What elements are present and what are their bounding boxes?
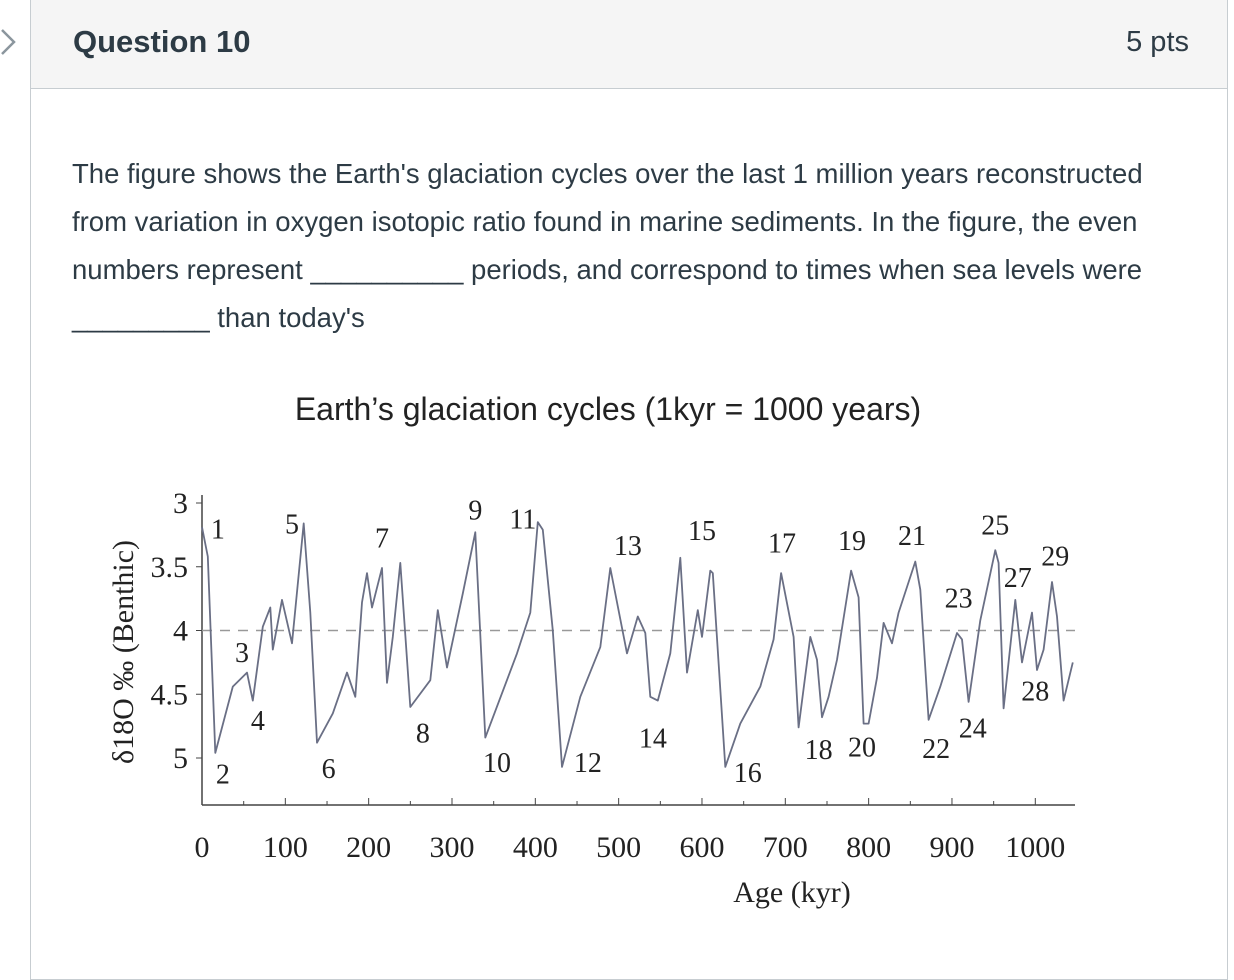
x-tick-label: 500	[596, 831, 641, 864]
stage-label: 15	[688, 516, 716, 547]
question-header: Question 10 5 pts	[30, 0, 1228, 89]
stage-label: 17	[768, 529, 796, 560]
stage-label: 20	[848, 733, 876, 764]
x-tick-label: 200	[346, 831, 391, 864]
y-tick-label: 5	[173, 742, 188, 775]
x-tick-label: 600	[679, 831, 724, 864]
y-tick-label: 4.5	[151, 678, 189, 711]
stage-label: 27	[1004, 563, 1032, 594]
x-tick-label: 900	[929, 831, 974, 864]
stage-label: 5	[285, 509, 299, 540]
stage-label: 7	[375, 523, 389, 554]
stage-label: 3	[235, 638, 249, 669]
y-tick-label: 3	[173, 487, 188, 520]
chevron-right-icon[interactable]	[0, 24, 26, 60]
stage-label: 9	[468, 495, 482, 526]
stage-label: 13	[614, 531, 642, 562]
stage-label: 24	[959, 713, 987, 744]
chart-title: Earth’s glaciation cycles (1kyr = 1000 y…	[295, 391, 921, 427]
stage-label: 29	[1041, 541, 1069, 572]
question-points: 5 pts	[1126, 26, 1189, 58]
stage-label: 8	[416, 719, 430, 750]
stage-label: 16	[734, 758, 762, 789]
stage-label: 21	[898, 521, 926, 552]
stage-label: 10	[483, 748, 511, 779]
x-tick-label: 800	[846, 831, 891, 864]
y-tick-label: 4	[173, 615, 188, 648]
question-text: The figure shows the Earth's glaciation …	[72, 158, 1143, 333]
stage-label: 14	[639, 724, 667, 755]
stage-label: 28	[1021, 676, 1049, 707]
x-tick-label: 300	[429, 831, 474, 864]
stage-label: 22	[922, 734, 950, 765]
stage-label: 12	[574, 748, 602, 779]
stage-label: 25	[981, 511, 1009, 542]
x-tick-label: 700	[763, 831, 808, 864]
stage-label: 6	[322, 754, 336, 785]
y-axis-label: δ18O ‰ (Benthic)	[107, 540, 140, 764]
stage-label: 23	[945, 583, 973, 614]
question-title: Question 10	[73, 24, 251, 59]
stage-label: 2	[216, 759, 230, 790]
stage-label: 18	[805, 735, 833, 766]
x-tick-label: 400	[513, 831, 558, 864]
stage-label: 1	[211, 515, 225, 546]
y-tick-label: 3.5	[151, 551, 189, 584]
stage-label: 19	[838, 526, 866, 557]
x-tick-label: 1000	[1005, 831, 1065, 864]
x-tick-label: 0	[195, 831, 210, 864]
data-line	[201, 521, 1074, 768]
stage-label: 4	[251, 706, 265, 737]
x-tick-label: 100	[263, 831, 308, 864]
x-axis-label: Age (kyr)	[733, 876, 850, 909]
stage-label: 11	[509, 504, 536, 535]
